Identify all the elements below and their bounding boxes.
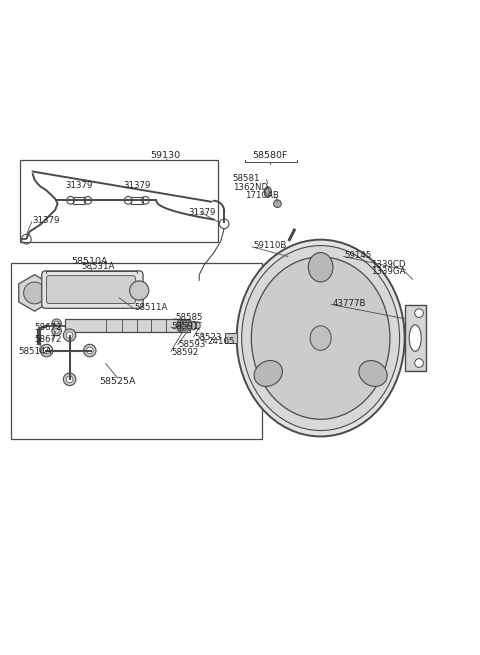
Text: 1339CD: 1339CD <box>371 259 405 269</box>
Circle shape <box>63 373 76 386</box>
FancyBboxPatch shape <box>47 276 135 303</box>
FancyBboxPatch shape <box>42 271 143 309</box>
Text: 59130: 59130 <box>151 151 180 160</box>
Ellipse shape <box>252 257 390 419</box>
Ellipse shape <box>242 246 399 430</box>
Ellipse shape <box>308 253 333 282</box>
Text: 31379: 31379 <box>123 181 151 191</box>
Ellipse shape <box>192 321 196 330</box>
Text: 31379: 31379 <box>33 216 60 225</box>
Text: 58591: 58591 <box>172 322 199 331</box>
Text: 1339GA: 1339GA <box>371 267 405 276</box>
Circle shape <box>52 319 61 328</box>
Polygon shape <box>19 274 50 311</box>
Text: 58593: 58593 <box>179 341 206 349</box>
Bar <box>131 197 143 204</box>
Circle shape <box>54 321 59 326</box>
Ellipse shape <box>196 322 200 329</box>
Circle shape <box>415 359 423 367</box>
Circle shape <box>66 332 73 339</box>
Circle shape <box>84 345 96 357</box>
Text: 58585: 58585 <box>175 313 203 322</box>
Text: 58525A: 58525A <box>99 377 136 386</box>
Ellipse shape <box>177 320 183 331</box>
Bar <box>225 333 237 343</box>
Text: 58672: 58672 <box>35 335 62 345</box>
Ellipse shape <box>254 360 282 386</box>
Text: 31379: 31379 <box>188 208 216 217</box>
Circle shape <box>43 347 50 354</box>
Text: 1710AB: 1710AB <box>245 191 279 200</box>
Text: 58511A: 58511A <box>134 303 168 312</box>
Text: 43777B: 43777B <box>332 299 366 308</box>
Text: 58672: 58672 <box>35 323 62 332</box>
Circle shape <box>86 347 93 354</box>
Bar <box>20 160 218 242</box>
Ellipse shape <box>237 240 405 436</box>
Circle shape <box>52 326 61 335</box>
Bar <box>73 197 85 204</box>
Ellipse shape <box>310 326 331 350</box>
Circle shape <box>66 376 73 383</box>
Ellipse shape <box>187 321 192 330</box>
Bar <box>405 305 426 371</box>
Text: 58580F: 58580F <box>252 151 288 160</box>
Ellipse shape <box>409 325 421 351</box>
Bar <box>65 319 190 332</box>
Text: 59145: 59145 <box>345 251 372 260</box>
Text: 58531A: 58531A <box>82 261 115 271</box>
Circle shape <box>274 200 281 208</box>
Text: 58523: 58523 <box>194 333 222 342</box>
Circle shape <box>24 282 46 304</box>
Text: 58514A: 58514A <box>18 347 52 356</box>
Text: 58592: 58592 <box>172 348 199 357</box>
Ellipse shape <box>359 360 387 386</box>
Text: 24105: 24105 <box>207 337 235 346</box>
Circle shape <box>54 328 59 333</box>
Ellipse shape <box>264 187 272 197</box>
Text: 59110B: 59110B <box>253 242 287 250</box>
Bar <box>11 263 262 439</box>
Circle shape <box>40 345 53 357</box>
Ellipse shape <box>182 320 188 331</box>
Circle shape <box>130 281 149 300</box>
Circle shape <box>415 309 423 318</box>
Text: 1362ND: 1362ND <box>233 183 268 192</box>
Text: 58581: 58581 <box>233 174 260 183</box>
Circle shape <box>63 329 76 341</box>
Text: 31379: 31379 <box>65 181 93 191</box>
Text: 58510A: 58510A <box>71 257 108 266</box>
